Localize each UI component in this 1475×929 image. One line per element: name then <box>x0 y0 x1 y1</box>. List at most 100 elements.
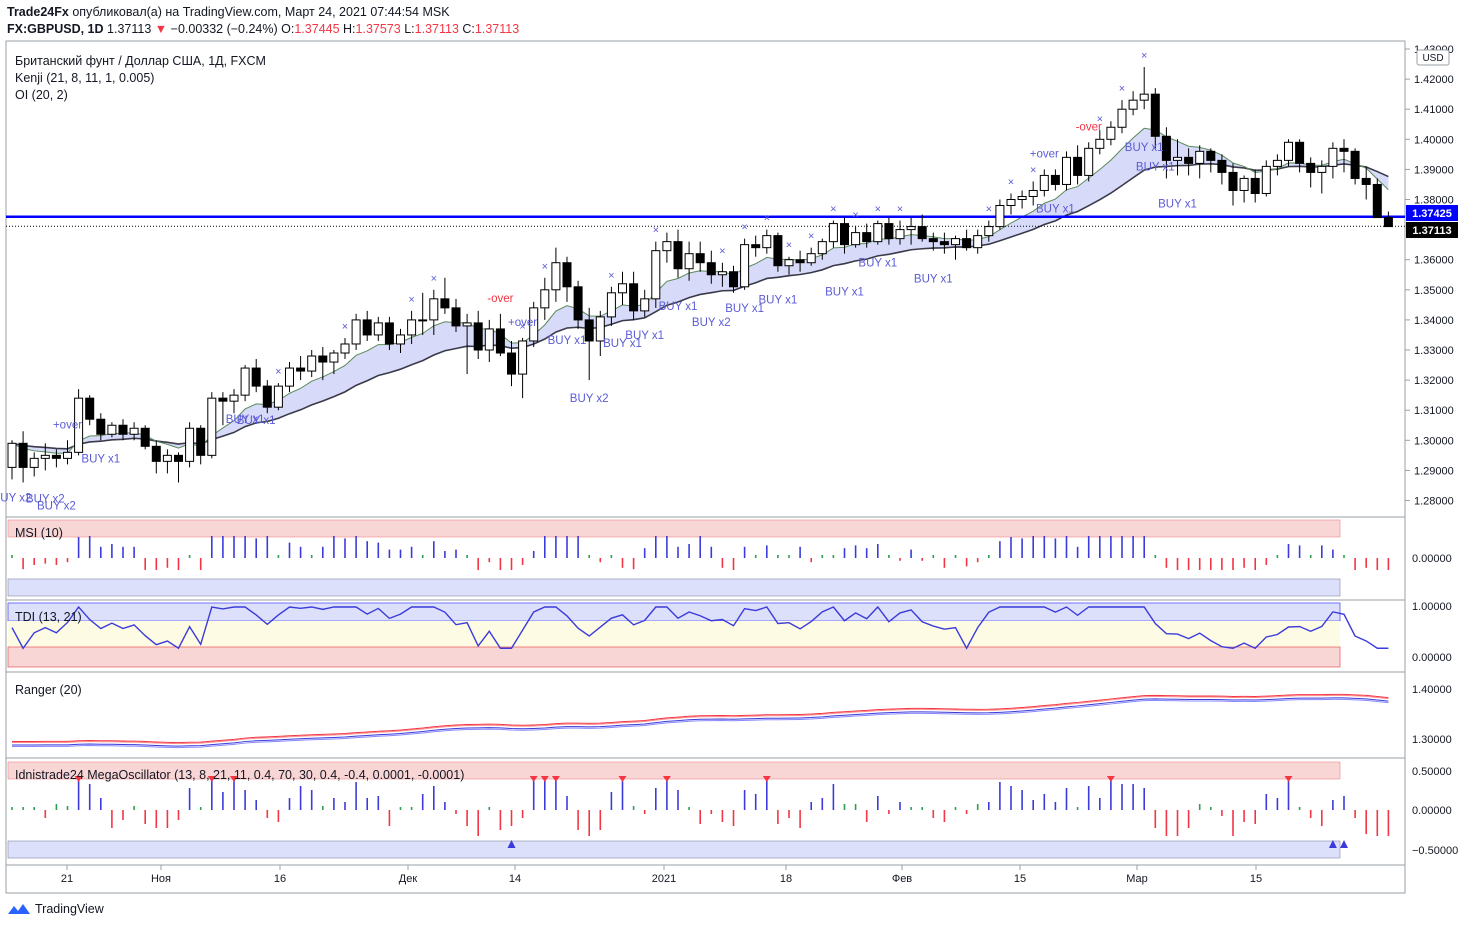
ranger-line <box>11 694 1389 745</box>
high-value: 1.37573 <box>355 22 401 36</box>
candle-body <box>1173 156 1182 161</box>
signal-label: BUY x1 <box>1158 198 1197 210</box>
chart-title: Британский фунт / Доллар США, 1Д, FXCM <box>15 54 266 68</box>
tdi-mid-zone <box>8 621 1340 647</box>
symbol-label: FX:GBPUSD, 1D <box>7 22 104 36</box>
ranger-legend[interactable]: Ranger (20) <box>15 683 82 697</box>
time-tick-label: 2021 <box>652 873 676 885</box>
candle-body <box>673 241 683 270</box>
candle-body <box>851 232 861 246</box>
mega-top-marker-icon <box>618 776 627 782</box>
mega-top-marker-icon <box>1284 776 1293 782</box>
candle-body <box>351 319 361 345</box>
candle-body <box>562 262 572 288</box>
time-axis[interactable]: 21 Ноя 16 Дек 14 2021 18 Фев 15 Мар 15 <box>61 865 1262 885</box>
signal-label: BUY x1 <box>725 303 764 315</box>
tradingview-brand[interactable]: TradingView <box>7 902 104 916</box>
signal-cross-icon: × <box>741 222 747 234</box>
candle-body <box>451 307 461 327</box>
price-tick-label: 1.41000 <box>1414 104 1454 116</box>
price-tick-label: 1.39000 <box>1414 164 1454 176</box>
candle-body <box>540 289 550 309</box>
candle-body <box>473 322 483 351</box>
time-tick-label: 14 <box>509 873 521 885</box>
candle-body <box>895 229 905 240</box>
kenji-legend[interactable]: Kenji (21, 8, 11, 1, 0.005) <box>15 71 154 85</box>
mega-top-marker-icon <box>540 776 549 782</box>
signal-label: BUY x1 <box>226 414 265 426</box>
mega-axis-label: −0.50000 <box>1412 845 1458 857</box>
signal-label: BUY x1 <box>548 335 587 347</box>
candle-body <box>784 259 794 267</box>
candle-body <box>862 232 872 243</box>
candle-body <box>51 454 61 459</box>
price-tick-label: 1.42000 <box>1414 74 1454 86</box>
tradingview-logo-icon <box>8 904 30 914</box>
signal-label: BUY x2 <box>26 493 65 505</box>
candle-body <box>29 457 39 468</box>
brand-label: TradingView <box>35 902 104 916</box>
signal-cross-icon: × <box>852 210 858 222</box>
mega-axis-label: 0.00000 <box>1412 805 1452 817</box>
oi-legend[interactable]: OI (20, 2) <box>15 88 68 102</box>
last-price: 1.37113 <box>107 22 152 36</box>
candle-body <box>1217 159 1227 173</box>
signal-label: BUY x1 <box>759 295 798 307</box>
signal-cross-icon: × <box>1097 113 1103 125</box>
candle-body <box>318 355 328 363</box>
mega-top-marker-icon <box>1106 776 1115 782</box>
signal-cross-icon: × <box>830 204 836 216</box>
signal-label: BUY x1 <box>659 301 698 313</box>
ranger-line <box>11 693 1389 744</box>
candle-body <box>773 235 783 267</box>
signal-cross-icon: × <box>1119 83 1125 95</box>
signal-cross-icon: × <box>719 246 725 258</box>
candle-body <box>828 223 838 243</box>
candle-body <box>1284 141 1293 161</box>
msi-axis-label: 0.00000 <box>1412 553 1452 565</box>
candle-body <box>717 271 727 276</box>
candle-body <box>1073 156 1083 176</box>
currency-badge[interactable] <box>1416 49 1450 66</box>
mega-legend[interactable]: Idnistrade24 MegaOscillator (13, 8, 21, … <box>15 768 464 782</box>
signal-label: BUY x1 <box>825 287 864 299</box>
mega-top-marker-icon <box>207 776 216 782</box>
candle-body <box>762 235 772 249</box>
author-name[interactable]: Trade24Fx <box>7 5 69 19</box>
candle-body <box>185 427 195 462</box>
candle-body <box>273 385 283 408</box>
tdi-axis-label: 1.00000 <box>1412 601 1452 613</box>
signal-cross-icon: × <box>1030 164 1036 176</box>
signal-label: BUY x1 <box>914 274 953 286</box>
candle-body <box>285 367 294 387</box>
candle-body <box>1006 199 1016 207</box>
candle-body <box>1039 174 1049 191</box>
chart-frame <box>5 40 1406 894</box>
signal-label: BUY x1 <box>625 330 664 342</box>
price-tick-label: 1.29000 <box>1414 465 1454 477</box>
msi-legend[interactable]: MSI (10) <box>15 526 63 540</box>
time-tick-label: 21 <box>61 873 73 885</box>
candle-body <box>1117 108 1127 128</box>
candle-body <box>806 253 816 264</box>
ranger-line <box>11 698 1389 749</box>
candle-body <box>507 352 516 375</box>
mega-bottom-marker-icon <box>1328 840 1337 848</box>
candle-body <box>995 205 1005 228</box>
signal-label: BUY x2 <box>0 492 31 504</box>
time-tick-label: Дек <box>399 873 418 885</box>
candle-body <box>584 319 594 342</box>
candle-body <box>706 262 716 276</box>
candle-body <box>107 424 117 435</box>
candle-body <box>595 316 605 342</box>
close-label: C: <box>462 22 475 36</box>
candle-body <box>518 340 528 375</box>
signal-cross-icon: × <box>653 225 659 237</box>
candle-body <box>1272 159 1282 167</box>
tdi-legend[interactable]: TDI (13, 21) <box>15 610 82 624</box>
published-text: опубликовал(а) на TradingView.com, Март … <box>72 5 450 19</box>
candle-body <box>229 394 239 402</box>
price-axis[interactable]: 1.430001.420001.410001.400001.390001.380… <box>1405 44 1454 508</box>
